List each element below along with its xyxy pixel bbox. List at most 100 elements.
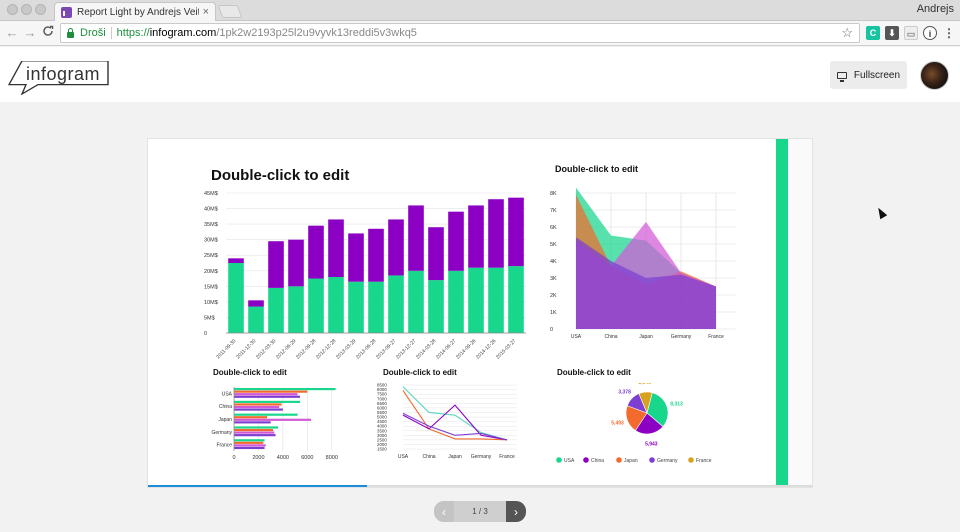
- bar: [234, 395, 300, 398]
- bar: [234, 434, 276, 437]
- x-tick-label: 2013-03-29: [335, 338, 357, 360]
- bar: [234, 428, 274, 432]
- forward-arrow-icon[interactable]: →: [23, 25, 37, 40]
- bar-segment: [228, 258, 244, 263]
- y-tick-label: Germany: [211, 430, 232, 436]
- next-slide-button[interactable]: ›: [506, 501, 526, 522]
- profile-name[interactable]: Andrejs: [916, 3, 954, 15]
- infogram-logo-icon[interactable]: [8, 61, 110, 95]
- x-tick-label: 2012-09-28: [295, 338, 317, 360]
- legend-label: China: [591, 458, 604, 464]
- y-tick-label: 7500: [377, 392, 387, 397]
- bar-segment: [448, 270, 464, 333]
- address-bar[interactable]: Droši https:// infogram.com /1pk2w2193p2…: [60, 23, 860, 43]
- y-tick-label: France: [216, 443, 232, 449]
- fullscreen-label: Fullscreen: [853, 69, 901, 81]
- pie-value-label: 5,493: [611, 421, 624, 427]
- legend-swatch: [616, 457, 622, 463]
- line-series: [402, 386, 508, 441]
- bar-segment: [408, 205, 424, 271]
- area-chart[interactable]: 0 1K 2K 3K 4K 5K 6K 7K 8K USA China Japan Germany Fra…: [550, 185, 750, 350]
- bar-segment: [368, 228, 384, 282]
- extension-c-icon[interactable]: C: [866, 26, 880, 40]
- bar-segment: [328, 277, 344, 333]
- secure-label: Droši: [80, 27, 106, 39]
- chart-title-area[interactable]: Double-click to edit: [555, 164, 639, 174]
- line-chart[interactable]: 1500200025003000350040004500500055006000…: [377, 381, 537, 463]
- chart-title-line[interactable]: Double-click to edit: [383, 368, 457, 377]
- new-tab-button[interactable]: [217, 5, 243, 18]
- reload-icon[interactable]: [40, 25, 56, 41]
- bar: [234, 444, 266, 447]
- tab-close-icon[interactable]: ×: [202, 6, 209, 18]
- y-tick-label: 40M$: [204, 207, 218, 213]
- pie-slice: [638, 391, 653, 414]
- extension-printer-icon[interactable]: ▭: [904, 26, 918, 40]
- avatar[interactable]: [920, 61, 949, 90]
- browser-toolbar: ← → Droši https:// infogram.com /1pk2w21…: [0, 21, 960, 46]
- bar: [234, 400, 300, 403]
- pie-chart[interactable]: 8,313 5,943 5,493 3,378 2,645 USA China Japan Ge…: [552, 383, 742, 473]
- y-tick-label: 6500: [377, 401, 387, 406]
- line-series: [402, 390, 508, 441]
- y-tick-label: 7K: [550, 208, 557, 214]
- horizontal-bar-chart[interactable]: 0 2000 4000 6000 8000 USA China Japan Germany Fra…: [206, 381, 356, 463]
- browser-tab-strip: Report Light by Andrejs Veitne × Andrejs: [0, 0, 960, 21]
- bar-segment: [288, 286, 304, 333]
- bar: [234, 403, 282, 406]
- chart-title-main[interactable]: Double-click to edit: [211, 167, 350, 184]
- bar: [234, 421, 271, 424]
- bar-segment: [468, 205, 484, 268]
- bar: [234, 441, 264, 444]
- chart-title-hbar[interactable]: Double-click to edit: [213, 368, 287, 377]
- info-icon[interactable]: i: [923, 26, 937, 40]
- x-tick-label: 6000: [301, 455, 313, 461]
- y-tick-label: 15M$: [204, 284, 218, 290]
- bar-segment: [268, 241, 284, 288]
- y-tick-label: 30M$: [204, 238, 218, 244]
- menu-dots-icon[interactable]: ⋮: [943, 26, 955, 40]
- stacked-bar-chart[interactable]: 0 5M$ 10M$ 15M$ 20M$ 25M$ 30M$ 35M$ 40M$ 45M$ 2011…: [204, 185, 534, 385]
- bar: [234, 418, 311, 421]
- y-tick-label: 0: [550, 327, 553, 333]
- chart-title-pie[interactable]: Double-click to edit: [557, 368, 631, 377]
- window-close-button[interactable]: [7, 4, 18, 15]
- bar-segment: [428, 227, 444, 281]
- bar: [234, 405, 280, 409]
- line-series: [402, 404, 508, 441]
- bar: [234, 413, 298, 416]
- window-minimize-button[interactable]: [21, 4, 32, 15]
- y-tick-label: 3000: [377, 433, 387, 438]
- monitor-icon: [836, 71, 847, 82]
- x-tick-label: 2015-03-27: [495, 338, 517, 360]
- y-tick-label: 2500: [377, 437, 387, 442]
- url-path: /1pk2w2193p25l2u9vyvk13reddi5v3wkq5: [216, 27, 417, 39]
- slide-card: Double-click to edit 0 5M$ 10M$ 15M$ 20M$ 25M…: [147, 138, 813, 488]
- fullscreen-button[interactable]: Fullscreen: [830, 61, 907, 89]
- back-arrow-icon[interactable]: ←: [5, 25, 19, 40]
- x-tick-label: USA: [398, 454, 409, 460]
- extension-download-icon[interactable]: ⬇: [885, 26, 899, 40]
- y-tick-label: 4500: [377, 419, 387, 424]
- x-tick-label: Japan: [639, 334, 653, 340]
- x-tick-label: 2011-12-30: [235, 338, 257, 360]
- bookmark-star-icon[interactable]: ☆: [841, 25, 853, 40]
- previous-slide-button[interactable]: ‹: [434, 501, 454, 522]
- x-tick-label: 2012-12-28: [315, 338, 337, 360]
- bar-segment: [268, 287, 284, 333]
- legend-label: Germany: [657, 458, 678, 464]
- y-tick-label: 2000: [377, 442, 387, 447]
- x-tick-label: 2011-09-30: [215, 338, 237, 360]
- url-host: infogram.com: [149, 27, 217, 39]
- bar: [234, 408, 283, 411]
- bar: [234, 416, 267, 419]
- x-tick-label: 2014-03-28: [415, 338, 437, 360]
- legend-label: Japan: [624, 458, 638, 464]
- y-tick-label: 0: [204, 331, 207, 337]
- browser-tab[interactable]: Report Light by Andrejs Veitne ×: [54, 2, 216, 21]
- slide-counter: 1 / 3: [472, 507, 488, 516]
- y-tick-label: 4K: [550, 259, 557, 265]
- infogram-favicon-icon: [61, 6, 74, 18]
- y-tick-label: 35M$: [204, 222, 218, 228]
- window-zoom-button[interactable]: [35, 4, 46, 15]
